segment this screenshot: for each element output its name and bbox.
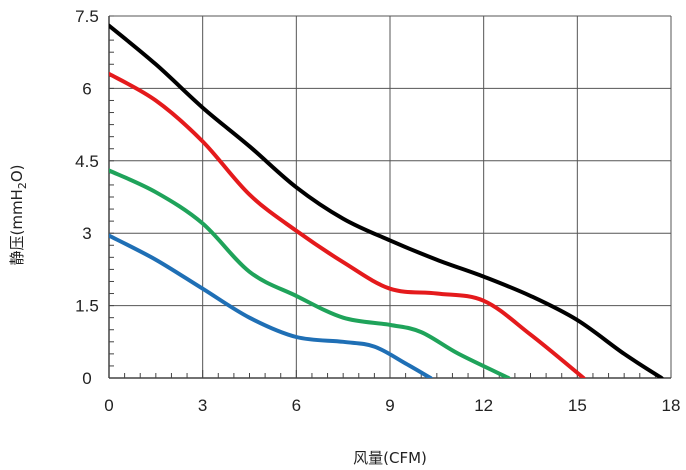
gridlines bbox=[108, 15, 672, 379]
y-tick-label: 4.5 bbox=[75, 152, 99, 171]
series-line-3 bbox=[109, 168, 511, 378]
y-tick-label: 6 bbox=[82, 79, 91, 98]
y-tick-label: 1.5 bbox=[75, 297, 99, 316]
x-tick-label: 3 bbox=[198, 396, 207, 415]
series-line-4 bbox=[109, 233, 433, 378]
series-line-2 bbox=[109, 71, 586, 378]
y-tick-label: 7.5 bbox=[75, 7, 99, 26]
y-axis-title: 静压(mmH2O) bbox=[8, 164, 29, 265]
y-axis-title-tail: O) bbox=[8, 164, 26, 182]
x-tick-label: 18 bbox=[662, 396, 681, 415]
series-lines bbox=[109, 23, 664, 378]
x-axis-title: 风量(CFM) bbox=[353, 449, 427, 467]
x-tick-label: 6 bbox=[292, 396, 301, 415]
y-tick-label: 0 bbox=[82, 369, 91, 388]
x-tick-label: 9 bbox=[385, 396, 394, 415]
series-line-1 bbox=[109, 23, 664, 378]
y-axis-title-sub: 2 bbox=[16, 182, 29, 189]
tick-labels: 0 3 6 9 12 15 18 0 1.5 3 4.5 6 7.5 bbox=[75, 7, 680, 415]
x-tick-label: 12 bbox=[474, 396, 493, 415]
y-axis-title-main: 静压(mmH bbox=[8, 189, 26, 265]
x-tick-label: 0 bbox=[104, 396, 113, 415]
x-tick-label: 15 bbox=[568, 396, 587, 415]
y-tick-label: 3 bbox=[82, 224, 91, 243]
